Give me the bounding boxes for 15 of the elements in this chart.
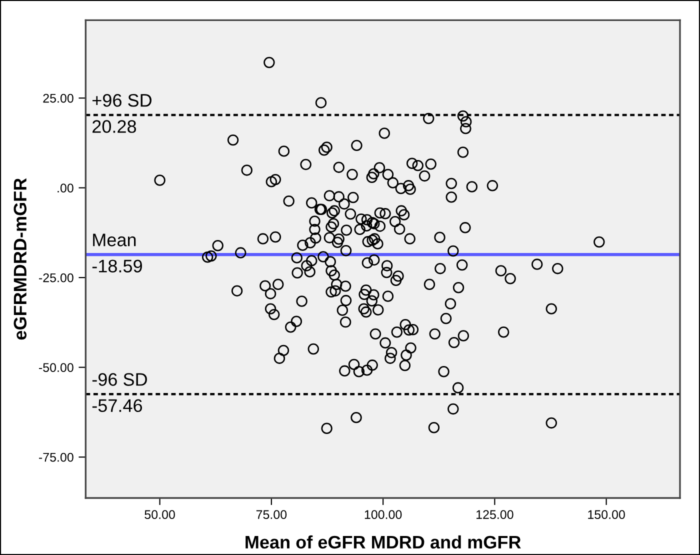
x-tick-label: 125.00	[476, 510, 514, 519]
ref-line-label: Mean -18.59	[92, 234, 142, 272]
y-axis-title: eGFRMDRD-mGFR	[14, 178, 27, 340]
x-tick-label: 100.00	[364, 510, 402, 519]
ref-line-label: +96 SD 20.28	[92, 94, 152, 133]
y-tick-label: -25.00	[38, 273, 74, 282]
x-tick-label: 50.00	[144, 510, 175, 519]
y-tick-label: -50.00	[38, 363, 74, 372]
x-tick-label: 75.00	[256, 510, 287, 519]
x-axis-title: Mean of eGFR MDRD and mGFR	[246, 535, 521, 549]
ref-line-label: -96 SD -57.46	[92, 373, 147, 412]
y-tick-label: -75.00	[38, 452, 74, 462]
x-tick-label: 150.00	[588, 510, 625, 519]
y-tick-label: .00	[58, 184, 74, 192]
y-tick-label: 25.00	[43, 94, 74, 103]
